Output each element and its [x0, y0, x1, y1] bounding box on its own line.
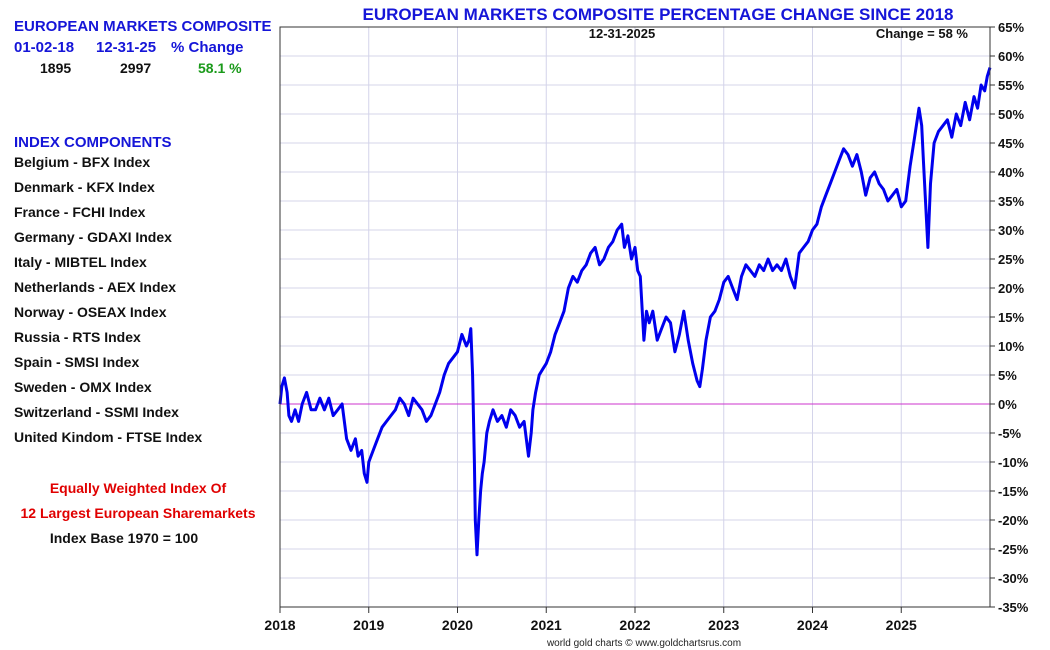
y-tick-label: 50%	[998, 107, 1024, 122]
component-item: Germany - GDAXI Index	[14, 229, 172, 245]
chart-change-label: Change = 58 %	[876, 26, 969, 41]
x-tick-label: 2020	[442, 617, 473, 633]
components-list: Belgium - BFX Index Denmark - KFX Index Fr…	[14, 153, 202, 453]
component-item: Denmark - KFX Index	[14, 179, 155, 195]
x-tick-label: 2023	[708, 617, 739, 633]
x-tick-label: 2021	[531, 617, 562, 633]
note-index-base: Index Base 1970 = 100	[49, 530, 199, 546]
summary-start-value: 1895	[40, 60, 72, 76]
summary-title: EUROPEAN MARKETS COMPOSITE	[14, 18, 272, 35]
components-title: INDEX COMPONENTS	[14, 134, 172, 151]
chart-date-label: 12-31-2025	[589, 26, 656, 41]
summary-pct-change-value: 58.1 %	[198, 60, 242, 76]
component-item: France - FCHI Index	[14, 204, 146, 220]
component-item: Netherlands - AEX Index	[14, 279, 177, 295]
y-tick-label: -20%	[998, 513, 1029, 528]
y-tick-label: 55%	[998, 78, 1024, 93]
x-tick-label: 2019	[353, 617, 384, 633]
series-line	[278, 67, 992, 557]
summary-header-pct-change: % Change	[171, 39, 244, 56]
chart-credit: world gold charts © www.goldchartsrus.co…	[546, 638, 741, 649]
note-largest-sharemarkets: 12 Largest European Sharemarkets	[20, 505, 256, 521]
y-tick-label: 30%	[998, 223, 1024, 238]
y-tick-label: 10%	[998, 339, 1024, 354]
y-tick-label: 20%	[998, 281, 1024, 296]
y-tick-label: 60%	[998, 49, 1024, 64]
x-tick-label: 2025	[886, 617, 917, 633]
y-tick-label: -30%	[998, 571, 1029, 586]
component-item: Switzerland - SSMI Index	[14, 404, 179, 420]
y-tick-label: 35%	[998, 194, 1024, 209]
y-tick-label: -15%	[998, 484, 1029, 499]
note-equally-weighted: Equally Weighted Index Of	[49, 480, 227, 496]
component-item: Sweden - OMX Index	[14, 379, 152, 395]
x-tick-label: 2018	[264, 617, 295, 633]
y-tick-label: -25%	[998, 542, 1029, 557]
component-item: Norway - OSEAX Index	[14, 304, 167, 320]
component-item: Italy - MIBTEL Index	[14, 254, 147, 270]
component-item: Russia - RTS Index	[14, 329, 141, 345]
component-item: United Kindom - FTSE Index	[14, 429, 203, 445]
y-tick-label: -5%	[998, 426, 1022, 441]
y-tick-label: 5%	[998, 368, 1017, 383]
component-item: Spain - SMSI Index	[14, 354, 140, 370]
y-tick-label: 40%	[998, 165, 1024, 180]
summary-header-start-date: 01-02-18	[14, 39, 75, 56]
x-tick-label: 2024	[797, 617, 828, 633]
x-tick-label: 2022	[619, 617, 650, 633]
y-tick-label: 15%	[998, 310, 1024, 325]
summary-end-value: 2997	[120, 60, 152, 76]
summary-header-end-date: 12-31-25	[96, 39, 157, 56]
y-tick-label: 25%	[998, 252, 1024, 267]
y-tick-label: 45%	[998, 136, 1024, 151]
y-tick-label: 65%	[998, 20, 1024, 35]
component-item: Belgium - BFX Index	[14, 154, 151, 170]
y-tick-label: -35%	[998, 600, 1029, 615]
y-tick-label: 0%	[998, 397, 1017, 412]
chart-title: EUROPEAN MARKETS COMPOSITE PERCENTAGE CH…	[363, 5, 954, 24]
y-tick-label: -10%	[998, 455, 1029, 470]
